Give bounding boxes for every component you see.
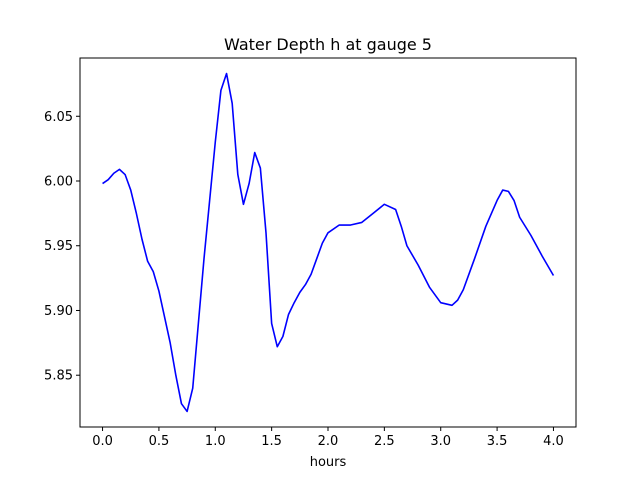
y-tick-label: 5.95: [44, 239, 73, 254]
x-tick-label: 0.0: [92, 434, 113, 449]
plot-area: 0.0 0.5 1.0 1.5 2.0 2.5 3.0 3.5 4.0 5.85 5.90 5.95 6…: [44, 57, 577, 449]
x-tick-label: 1.5: [261, 434, 282, 449]
x-tick-label: 3.0: [430, 434, 451, 449]
y-tick-label: 5.85: [44, 369, 73, 384]
y-tick-label: 6.05: [44, 110, 73, 125]
x-tick-label: 3.5: [487, 434, 508, 449]
series-line-0: [102, 72, 555, 413]
chart-title: Water Depth h at gauge 5: [224, 35, 432, 54]
x-tick-label: 2.0: [318, 434, 339, 449]
x-tick-label: 2.5: [374, 434, 395, 449]
x-tick-label: 0.5: [149, 434, 170, 449]
y-tick-label: 6.00: [44, 175, 73, 190]
x-tick-label: 1.0: [205, 434, 226, 449]
x-axis-label: hours: [310, 455, 347, 470]
y-tick-label: 5.90: [44, 304, 73, 319]
x-tick-label: 4.0: [543, 434, 564, 449]
